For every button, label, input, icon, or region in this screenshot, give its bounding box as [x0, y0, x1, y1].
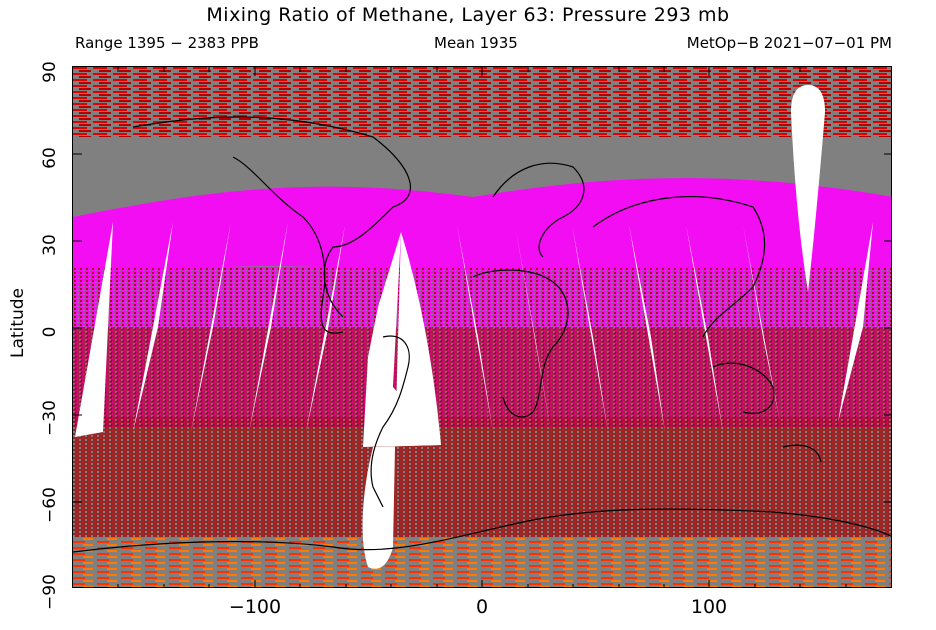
- ytick-neg30: −30: [40, 400, 60, 436]
- ytick-60: 60: [40, 147, 60, 169]
- methane-heatmap: [72, 66, 892, 588]
- satellite-date-label: MetOp−B 2021−07−01 PM: [686, 34, 892, 52]
- north-midlat-band: [73, 178, 891, 287]
- xtick-neg100: −100: [228, 596, 282, 618]
- y-axis-label: Latitude: [8, 288, 28, 358]
- ytick-90: 90: [40, 61, 60, 83]
- ytick-neg60: −60: [40, 487, 60, 523]
- coastlines: [73, 116, 891, 553]
- missing-swaths: [75, 85, 873, 569]
- heatmap-canvas: [73, 67, 891, 587]
- southern-ocean-band: [73, 417, 891, 537]
- range-label: Range 1395 − 2383 PPB: [75, 34, 259, 52]
- chart-title: Mixing Ratio of Methane, Layer 63: Press…: [206, 4, 730, 26]
- antarctic-band: [73, 537, 891, 587]
- ytick-neg90: −90: [40, 574, 60, 610]
- mean-label: Mean 1935: [434, 34, 518, 52]
- axis-ticks: [73, 67, 891, 587]
- ytick-0: 0: [40, 326, 60, 338]
- xtick-100: 100: [690, 596, 728, 618]
- tropics-red-band: [73, 327, 891, 417]
- xtick-0: 0: [475, 596, 489, 618]
- ytick-30: 30: [40, 234, 60, 256]
- arctic-band: [73, 67, 891, 137]
